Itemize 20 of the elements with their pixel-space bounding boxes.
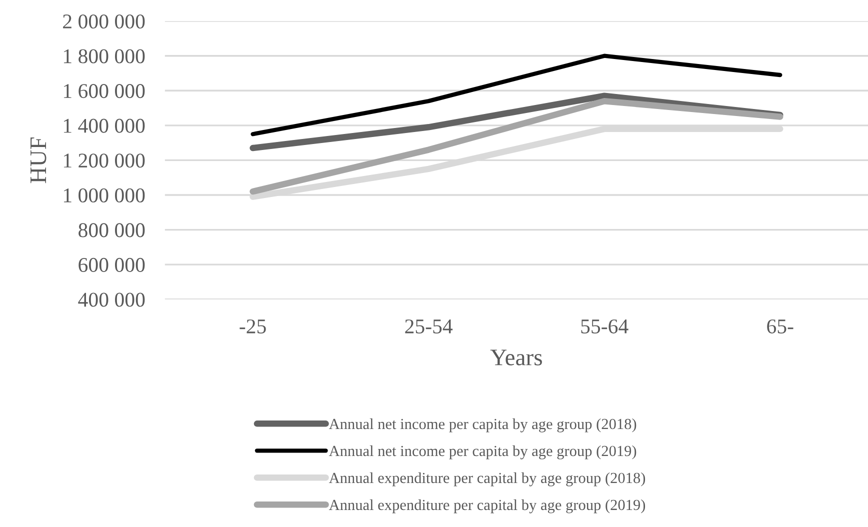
legend-label: Annual expenditure per capital by age group (2019) [328, 499, 646, 514]
x-axis-title: Years [490, 350, 542, 366]
legend-label: Annual net income per capita by age group (2018) [328, 418, 636, 432]
y-tick-label: 1 400 000 [64, 118, 145, 133]
legend-label: Annual expenditure per capital by age group (2018) [328, 472, 646, 486]
y-tick-label: 1 200 000 [64, 154, 145, 168]
x-tick-label: 55-64 [581, 319, 628, 334]
y-tick-label: 1 800 000 [64, 49, 145, 64]
y-tick-label: 800 000 [78, 223, 145, 238]
y-tick-label: 1 600 000 [64, 84, 145, 98]
x-tick-label: -25 [240, 319, 266, 334]
y-tick-label: 600 000 [78, 258, 145, 272]
y-tick-label: 400 000 [78, 292, 145, 307]
legend-label: Annual net income per capita by age group (2019) [328, 445, 636, 460]
x-tick-label: 65- [767, 319, 794, 334]
y-axis-title: HUF [30, 137, 46, 184]
y-tick-label: 2 000 000 [63, 14, 145, 29]
x-tick-label: 25-54 [405, 319, 453, 334]
y-tick-label: 1 000 000 [64, 188, 145, 202]
line-series [250, 54, 782, 136]
